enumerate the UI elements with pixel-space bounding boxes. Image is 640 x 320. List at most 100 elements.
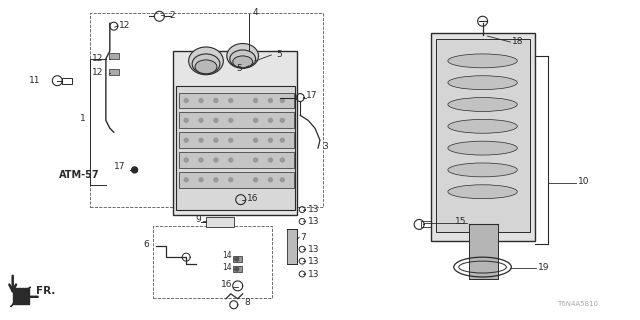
Bar bbox=[173, 51, 297, 214]
Bar bbox=[179, 112, 294, 128]
Text: 17: 17 bbox=[114, 163, 125, 172]
Bar bbox=[233, 256, 242, 262]
Ellipse shape bbox=[448, 163, 517, 177]
Bar bbox=[62, 78, 72, 84]
Text: 6: 6 bbox=[144, 240, 150, 249]
Bar bbox=[179, 92, 294, 108]
Polygon shape bbox=[253, 158, 257, 162]
Text: ATM-57: ATM-57 bbox=[60, 170, 100, 180]
Polygon shape bbox=[235, 267, 239, 271]
Text: 7: 7 bbox=[300, 233, 306, 242]
Polygon shape bbox=[268, 99, 273, 102]
Text: 13: 13 bbox=[308, 205, 319, 214]
Text: 2: 2 bbox=[170, 11, 175, 20]
Polygon shape bbox=[280, 99, 284, 102]
Polygon shape bbox=[253, 178, 257, 182]
Text: 13: 13 bbox=[308, 257, 319, 266]
Polygon shape bbox=[229, 158, 233, 162]
Polygon shape bbox=[214, 158, 218, 162]
Polygon shape bbox=[214, 138, 218, 142]
Polygon shape bbox=[199, 158, 203, 162]
Polygon shape bbox=[268, 158, 273, 162]
Text: 4: 4 bbox=[253, 8, 258, 17]
Polygon shape bbox=[199, 138, 203, 142]
Polygon shape bbox=[280, 178, 284, 182]
Polygon shape bbox=[184, 138, 188, 142]
Text: 5: 5 bbox=[276, 51, 282, 60]
Bar bbox=[90, 13, 323, 207]
Polygon shape bbox=[280, 138, 284, 142]
Text: 19: 19 bbox=[538, 263, 550, 272]
Polygon shape bbox=[13, 288, 29, 304]
Text: 13: 13 bbox=[308, 245, 319, 254]
Polygon shape bbox=[253, 118, 257, 122]
Polygon shape bbox=[11, 287, 31, 307]
Polygon shape bbox=[184, 158, 188, 162]
Polygon shape bbox=[214, 178, 218, 182]
Text: 13: 13 bbox=[308, 217, 319, 226]
Ellipse shape bbox=[195, 60, 217, 74]
Polygon shape bbox=[268, 138, 273, 142]
Polygon shape bbox=[184, 118, 188, 122]
Bar bbox=[436, 39, 530, 232]
Text: 11: 11 bbox=[29, 76, 40, 85]
Ellipse shape bbox=[189, 47, 223, 75]
Ellipse shape bbox=[227, 44, 259, 68]
Polygon shape bbox=[214, 99, 218, 102]
Polygon shape bbox=[280, 158, 284, 162]
Bar bbox=[421, 221, 431, 228]
Polygon shape bbox=[229, 138, 233, 142]
Ellipse shape bbox=[192, 54, 220, 74]
Text: 12: 12 bbox=[92, 54, 103, 63]
Text: 10: 10 bbox=[578, 177, 589, 186]
Text: 18: 18 bbox=[512, 36, 524, 45]
Text: 1: 1 bbox=[80, 114, 86, 123]
Bar bbox=[179, 172, 294, 188]
Polygon shape bbox=[184, 178, 188, 182]
Text: 9: 9 bbox=[195, 215, 201, 224]
Polygon shape bbox=[268, 178, 273, 182]
Text: 13: 13 bbox=[308, 269, 319, 278]
Bar bbox=[468, 224, 499, 279]
Ellipse shape bbox=[448, 76, 517, 90]
Bar bbox=[179, 152, 294, 168]
Polygon shape bbox=[229, 118, 233, 122]
Polygon shape bbox=[235, 257, 239, 261]
Text: 8: 8 bbox=[244, 298, 250, 307]
Text: 14: 14 bbox=[222, 251, 232, 260]
Polygon shape bbox=[199, 99, 203, 102]
Polygon shape bbox=[229, 99, 233, 102]
Text: T6N4A5810: T6N4A5810 bbox=[557, 301, 598, 307]
Ellipse shape bbox=[448, 54, 517, 68]
Polygon shape bbox=[280, 118, 284, 122]
Polygon shape bbox=[214, 118, 218, 122]
Bar bbox=[179, 132, 294, 148]
Ellipse shape bbox=[448, 141, 517, 155]
Polygon shape bbox=[132, 167, 138, 173]
Polygon shape bbox=[268, 118, 273, 122]
Ellipse shape bbox=[448, 98, 517, 111]
Ellipse shape bbox=[230, 50, 255, 68]
Text: 5: 5 bbox=[237, 64, 243, 73]
Polygon shape bbox=[199, 178, 203, 182]
Text: 3: 3 bbox=[322, 142, 328, 151]
Polygon shape bbox=[199, 118, 203, 122]
Text: 16: 16 bbox=[221, 280, 233, 289]
Bar bbox=[233, 266, 242, 272]
Text: 16: 16 bbox=[246, 194, 258, 203]
Bar bbox=[431, 33, 535, 241]
Bar bbox=[287, 229, 297, 264]
Bar bbox=[206, 218, 234, 228]
Text: 12: 12 bbox=[92, 68, 103, 77]
Bar bbox=[109, 69, 119, 75]
Polygon shape bbox=[253, 99, 257, 102]
Ellipse shape bbox=[233, 56, 253, 68]
Text: 12: 12 bbox=[119, 21, 130, 30]
Ellipse shape bbox=[448, 185, 517, 199]
Bar bbox=[109, 53, 119, 59]
Polygon shape bbox=[253, 138, 257, 142]
Text: 17: 17 bbox=[306, 91, 317, 100]
Ellipse shape bbox=[448, 119, 517, 133]
Bar bbox=[176, 86, 295, 210]
Bar bbox=[154, 227, 273, 298]
